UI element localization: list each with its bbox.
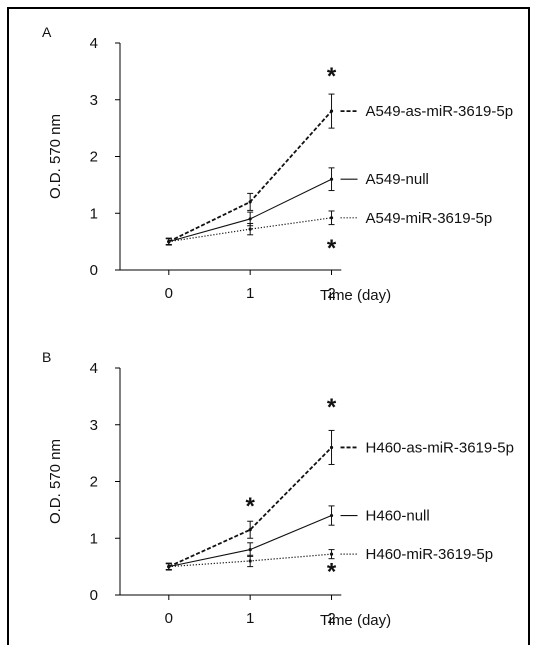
y-tick-label: 3 [90, 92, 98, 109]
data-point [329, 177, 334, 181]
legend-label: H460-as-miR-3619-5p [366, 439, 514, 456]
data-point [167, 565, 171, 569]
legend-label: H460-null [366, 508, 430, 525]
figure-frame [7, 7, 530, 645]
y-tick-label: 1 [90, 205, 98, 222]
significance-star: * [327, 63, 337, 90]
x-tick-label: 1 [246, 610, 254, 627]
x-axis-label: Time (day) [320, 287, 391, 304]
y-tick-label: 2 [90, 474, 98, 491]
panel-label: B [42, 349, 51, 365]
data-point [248, 528, 252, 532]
data-point [248, 227, 252, 231]
significance-star: * [327, 558, 337, 585]
x-axis-label: Time (day) [320, 612, 391, 629]
data-point [248, 200, 252, 204]
y-tick-label: 0 [90, 587, 98, 604]
x-tick-label: 0 [165, 610, 173, 627]
y-axis-label: O.D. 570 nm [47, 439, 64, 524]
panel-label: A [42, 24, 52, 40]
x-tick-label: 2 [327, 285, 335, 302]
data-point [329, 109, 334, 113]
x-tick-label: 2 [327, 610, 335, 627]
y-axis-label: O.D. 570 nm [47, 114, 64, 199]
significance-star: * [327, 394, 337, 421]
data-point [248, 217, 252, 221]
legend-label: A549-miR-3619-5p [366, 210, 493, 227]
data-point [329, 216, 334, 220]
data-point [329, 552, 334, 556]
legend-label: H460-miR-3619-5p [366, 546, 494, 563]
series-solid: A549-null [165, 167, 429, 246]
x-tick-label: 0 [165, 285, 173, 302]
y-tick-label: 2 [90, 149, 98, 166]
y-tick-label: 4 [90, 35, 98, 52]
x-tick-label: 1 [246, 285, 254, 302]
data-point [167, 240, 171, 244]
series-dotted: A549-miR-3619-5p [165, 210, 493, 245]
y-tick-label: 4 [90, 360, 98, 377]
data-point [248, 548, 252, 552]
data-point [329, 513, 334, 518]
y-tick-label: 1 [90, 530, 98, 547]
legend-label: A549-null [366, 171, 429, 188]
legend-label: A549-as-miR-3619-5p [366, 103, 514, 120]
significance-star: * [245, 493, 255, 520]
data-point [248, 559, 252, 563]
significance-star: * [327, 235, 337, 262]
series-solid: H460-null [165, 505, 430, 571]
data-point [329, 445, 334, 450]
y-tick-label: 0 [90, 262, 98, 279]
y-tick-label: 3 [90, 417, 98, 434]
series-dotted: H460-miR-3619-5p [165, 546, 494, 570]
series-line [168, 217, 332, 243]
